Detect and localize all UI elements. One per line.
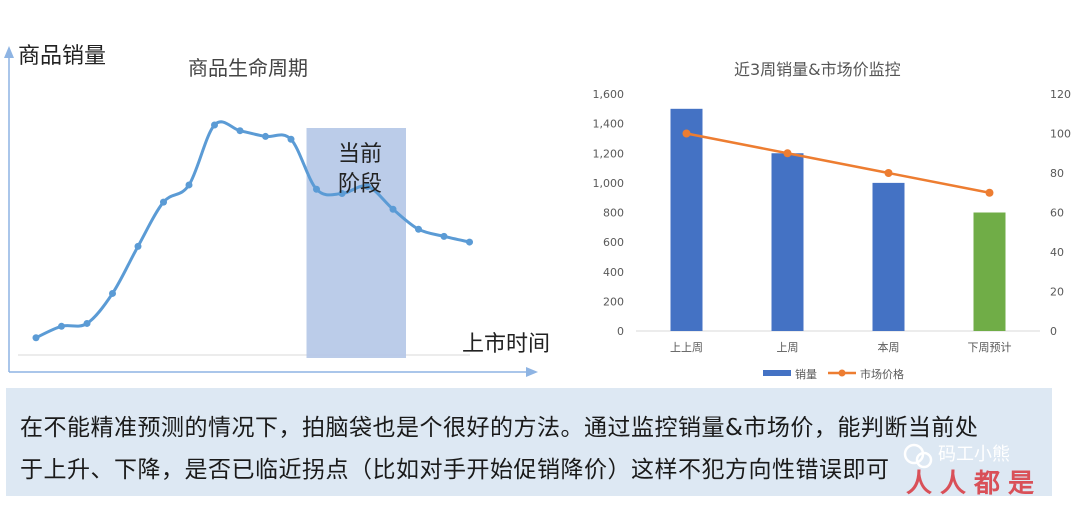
left-ytick-label: 1,400	[593, 118, 625, 131]
right-ytick-label: 40	[1050, 246, 1064, 259]
legend-swatch-sales	[763, 370, 791, 376]
left-ytick-label: 1,600	[593, 88, 625, 101]
svg-text:人: 人	[906, 469, 932, 499]
bar-本周	[872, 182, 905, 331]
lifecycle-point-13	[338, 190, 346, 198]
svg-text:是: 是	[1008, 469, 1034, 499]
lifecycle-point-4	[109, 289, 116, 297]
lifecycle-point-11	[287, 135, 295, 143]
right-ytick-label: 120	[1050, 88, 1071, 101]
lifecycle-point-6	[160, 198, 167, 206]
current-stage-highlight	[306, 128, 406, 358]
lifecycle-point-14	[364, 182, 371, 190]
lifecycle-point-9	[236, 127, 244, 135]
caption-box: 在不能精准预测的情况下，拍脑袋也是个很好的方法。通过监控销量&市场价，能判断当前…	[6, 388, 1052, 496]
price-line	[686, 132, 990, 194]
lifecycle-point-8	[211, 121, 218, 129]
lifecycle-point-16	[415, 225, 422, 233]
svg-text:人: 人	[940, 469, 966, 499]
right-ytick-label: 100	[1050, 128, 1071, 141]
price-point-上上周	[682, 129, 691, 138]
right-ytick-label: 80	[1050, 167, 1064, 180]
left-chart-xlabel: 上市时间	[462, 332, 551, 357]
lifecycle-point-3	[83, 319, 91, 327]
lifecycle-point-5	[134, 242, 142, 250]
left-x-axis-arrow	[526, 367, 538, 377]
bar-上周	[771, 153, 804, 331]
lifecycle-point-10	[262, 132, 269, 140]
bar-上上周	[670, 108, 703, 331]
watermark-logo: 码工小熊 人 人 都 是	[903, 443, 1034, 499]
lifecycle-point-2	[58, 322, 65, 330]
left-ytick-label: 1,200	[593, 147, 625, 160]
left-ytick-label: 800	[603, 207, 624, 220]
category-label: 下周预计	[968, 341, 1012, 354]
lifecycle-point-15	[389, 205, 397, 213]
lifecycle-point-1	[32, 334, 40, 342]
lifecycle-point-12	[313, 185, 320, 193]
price-point-下周预计	[985, 188, 994, 197]
price-point-本周	[884, 169, 893, 177]
caption-line-2: 于上升、下降，是否已临近拐点（比如对手开始促销降价）这样不犯方向性错误即可	[20, 457, 890, 483]
category-label: 上上周	[670, 341, 703, 354]
bar-下周预计	[973, 212, 1006, 331]
left-ytick-label: 0	[617, 325, 624, 338]
right-ytick-label: 60	[1050, 207, 1064, 220]
category-label: 本周	[878, 340, 900, 354]
price-point-上周	[783, 149, 792, 158]
legend-swatch-price-dot	[838, 369, 846, 377]
left-y-axis-arrow	[4, 46, 14, 58]
highlight-label-line2: 阶段	[338, 172, 383, 197]
legend-label-price: 市场价格	[860, 367, 904, 381]
left-ytick-label: 400	[603, 266, 624, 279]
lifecycle-point-17	[440, 232, 448, 240]
svg-text:都: 都	[973, 469, 1000, 499]
left-chart-ylabel: 商品销量	[18, 44, 107, 69]
left-ytick-label: 600	[603, 236, 624, 249]
right-ytick-label: 20	[1050, 286, 1064, 299]
caption-line-1: 在不能精准预测的情况下，拍脑袋也是个很好的方法。通过监控销量&市场价，能判断当前…	[20, 415, 979, 441]
left-ytick-label: 1,000	[593, 177, 625, 190]
lifecycle-point-18	[466, 238, 473, 246]
watermark: 码工小熊 人 人 都 是	[900, 440, 1070, 500]
category-label: 上周	[777, 341, 799, 354]
legend-label-sales: 销量	[795, 367, 817, 381]
lifecycle-point-7	[185, 181, 193, 189]
highlight-label-line1: 当前	[338, 142, 383, 167]
right-chart-title: 近3周销量&市场价监控	[734, 60, 901, 79]
left-chart-title: 商品生命周期	[188, 56, 308, 80]
right-ytick-label: 0	[1050, 325, 1057, 338]
left-ytick-label: 200	[603, 295, 624, 308]
watermark-wechat-text: 码工小熊	[938, 444, 1010, 465]
